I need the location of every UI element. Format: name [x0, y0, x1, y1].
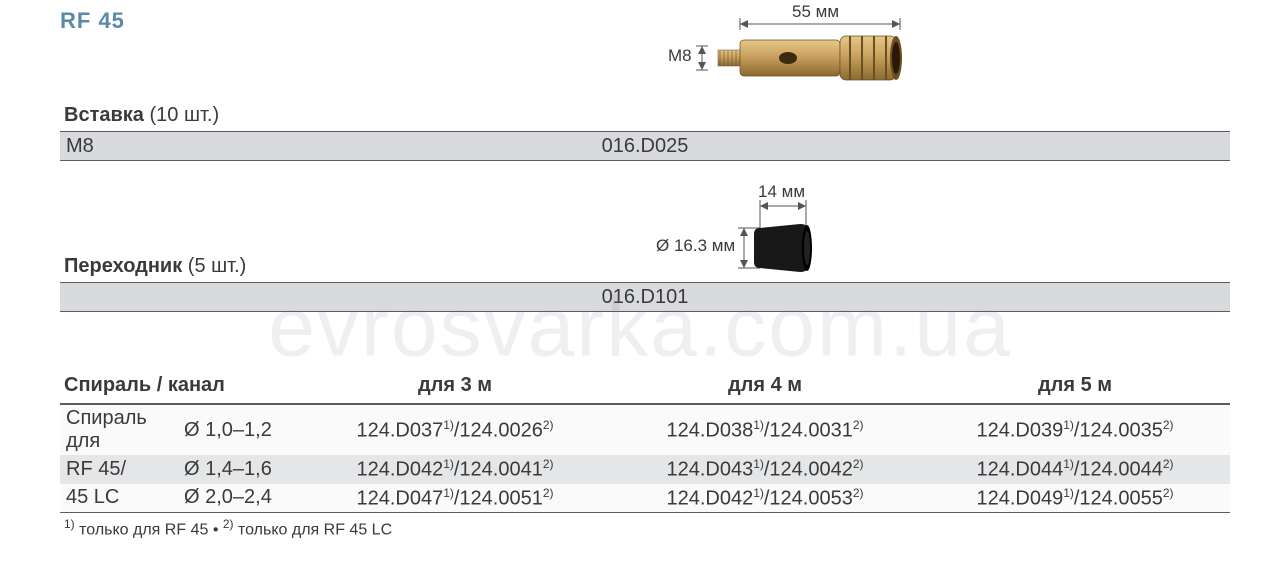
row2-3m: 124.D0421)/124.00412)	[300, 455, 610, 484]
row2-label-b: Ø 1,4–1,6	[180, 455, 300, 484]
spiral-head-4m: для 4 м	[610, 368, 920, 404]
insert-diagram: 55 мм M8	[640, 4, 960, 94]
insert-title-rest: (10 шт.)	[144, 104, 219, 126]
row3-5m: 124.D0491)/124.00552)	[920, 484, 1230, 513]
adapter-title-rest: (5 шт.)	[182, 255, 246, 277]
row3-4m: 124.D0421)/124.00532)	[610, 484, 920, 513]
adapter-diagram: 14 мм Ø 16.3 мм	[640, 186, 900, 276]
spiral-header-row: Спираль / канал для 3 м для 4 м для 5 м	[60, 368, 1230, 404]
row3-label-b: Ø 2,0–2,4	[180, 484, 300, 513]
adapter-width-label: 14 мм	[758, 182, 805, 202]
row1-5m: 124.D0391)/124.00352)	[920, 404, 1230, 455]
table-row: Спираль для Ø 1,0–1,2 124.D0371)/124.002…	[60, 404, 1230, 455]
row1-3m: 124.D0371)/124.00262)	[300, 404, 610, 455]
insert-left-cell: M8	[60, 135, 180, 158]
adapter-band: 016.D101	[60, 282, 1230, 312]
table-row: 45 LC Ø 2,0–2,4 124.D0471)/124.00512) 12…	[60, 484, 1230, 513]
row1-label-b: Ø 1,0–1,2	[180, 404, 300, 455]
insert-section-header: Вставка (10 шт.)	[60, 100, 1230, 131]
table-row: RF 45/ Ø 1,4–1,6 124.D0421)/124.00412) 1…	[60, 455, 1230, 484]
row2-4m: 124.D0431)/124.00422)	[610, 455, 920, 484]
adapter-title-bold: Переходник	[64, 255, 182, 277]
spiral-head-label: Спираль / канал	[60, 368, 300, 404]
adapter-diameter-label: Ø 16.3 мм	[656, 236, 735, 256]
row2-5m: 124.D0441)/124.00442)	[920, 455, 1230, 484]
spiral-head-3m: для 3 м	[300, 368, 610, 404]
row1-label-a: Спираль для	[60, 404, 180, 455]
insert-band: M8 016.D025	[60, 131, 1230, 161]
insert-title-bold: Вставка	[64, 104, 144, 126]
spiral-table: Спираль / канал для 3 м для 4 м для 5 м …	[60, 368, 1230, 513]
spiral-footnote: 1) только для RF 45 • 2) только для RF 4…	[60, 513, 1230, 539]
spiral-head-5m: для 5 м	[920, 368, 1230, 404]
row3-label-a: 45 LC	[60, 484, 180, 513]
adapter-center-cell: 016.D101	[180, 286, 1110, 309]
row3-3m: 124.D0471)/124.00512)	[300, 484, 610, 513]
insert-center-cell: 016.D025	[180, 135, 1110, 158]
insert-width-label: 55 мм	[792, 2, 839, 22]
row2-label-a: RF 45/	[60, 455, 180, 484]
insert-thread-label: M8	[668, 46, 692, 66]
row1-4m: 124.D0381)/124.00312)	[610, 404, 920, 455]
